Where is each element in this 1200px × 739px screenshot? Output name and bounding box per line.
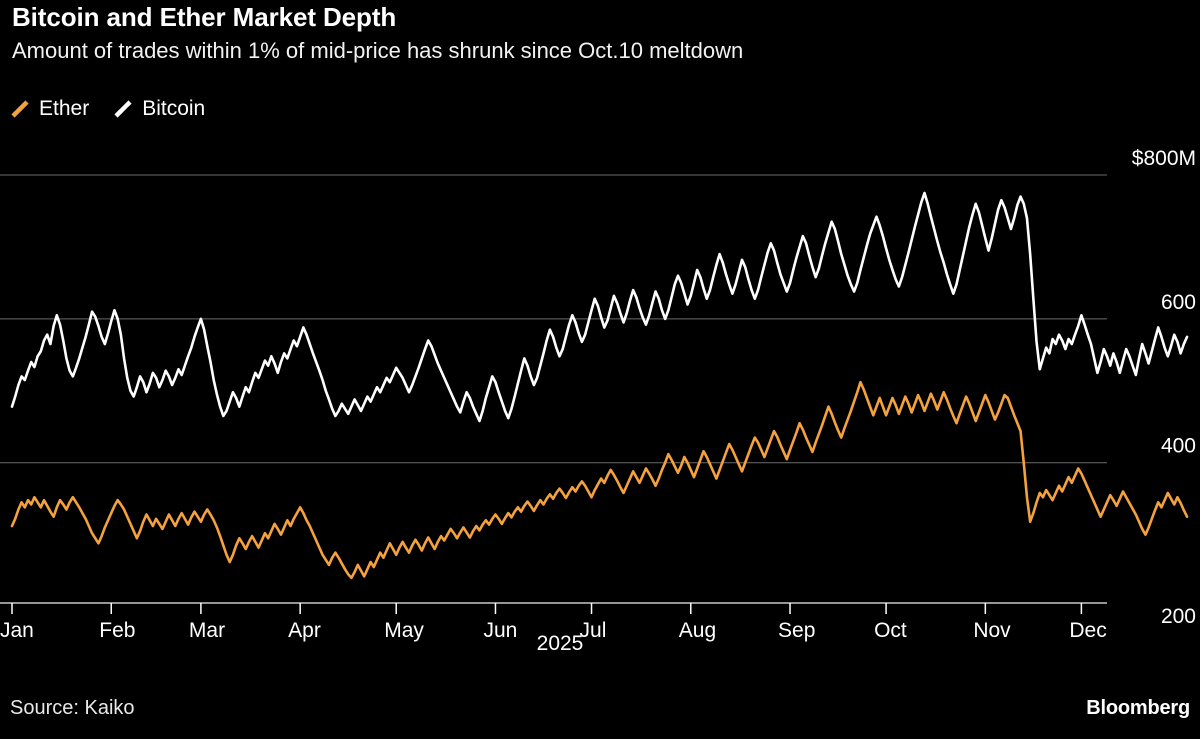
legend-item-bitcoin[interactable]: Bitcoin (113, 98, 205, 119)
x-axis-tick-label: Jun (483, 619, 517, 642)
source-label: Source: Kaiko (10, 697, 135, 719)
series-line-ether (10, 380, 1189, 580)
legend-label-bitcoin: Bitcoin (142, 97, 206, 120)
x-axis-tick-label: Mar (189, 619, 225, 642)
page-subtitle: Amount of trades within 1% of mid-price … (12, 38, 744, 63)
slash-marker-icon (113, 99, 133, 119)
slash-marker-icon (10, 99, 30, 119)
chart-series-layer (10, 191, 1189, 580)
chart-plot-area: Jan Feb Mar Apr May Jun Jul Aug Sep Oct Nov Dec $80… (0, 130, 1200, 675)
x-axis-tick-label: Sep (778, 619, 815, 642)
legend-item-ether[interactable]: Ether (10, 98, 89, 119)
chart-legend: Ether Bitcoin (10, 98, 205, 119)
x-axis-tick-label: Dec (1069, 619, 1106, 642)
x-axis-tick-label: Apr (288, 619, 321, 642)
chart-footer: Source: Kaiko Bloomberg (0, 683, 1200, 739)
x-axis-tick-label: Aug (679, 619, 716, 642)
x-axis-tick-label: Nov (973, 619, 1011, 642)
chart-y-axis-labels: $800M 600 400 200 (1132, 147, 1196, 628)
y-axis-tick-label: 400 (1161, 435, 1196, 458)
y-axis-tick-label: 600 (1161, 291, 1196, 314)
bloomberg-brand: Bloomberg (1086, 697, 1190, 719)
chart-header: Bitcoin and Ether Market Depth Amount of… (12, 0, 1188, 66)
series-line-bitcoin (10, 191, 1189, 423)
x-axis-tick-label: Feb (99, 619, 135, 642)
line-chart: Jan Feb Mar Apr May Jun Jul Aug Sep Oct Nov Dec $80… (0, 147, 1196, 655)
legend-label-ether: Ether (39, 97, 90, 120)
x-axis-tick-label: Oct (874, 619, 907, 642)
x-axis-tick-label: Jan (0, 619, 34, 642)
chart-gridlines (0, 174, 1107, 464)
page-title: Bitcoin and Ether Market Depth (12, 2, 397, 32)
x-axis-tick-label: May (384, 619, 424, 642)
x-axis-title: 2025 (537, 632, 584, 655)
chart-x-axis: Jan Feb Mar Apr May Jun Jul Aug Sep Oct Nov Dec (0, 602, 1107, 642)
y-axis-tick-label: 200 (1161, 605, 1196, 628)
x-axis-tick-label: Jul (580, 619, 607, 642)
y-axis-tick-label: $800M (1132, 147, 1196, 170)
